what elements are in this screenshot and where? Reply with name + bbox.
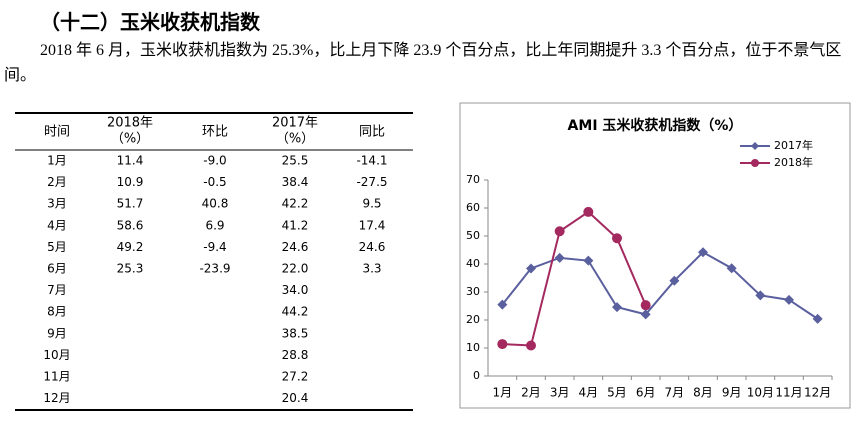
table-header: 环比 xyxy=(202,125,228,140)
x-tick-label: 3月 xyxy=(550,386,570,400)
x-tick-label: 9月 xyxy=(722,386,742,400)
point xyxy=(755,290,766,301)
table-cell: -14.1 xyxy=(356,154,387,168)
point xyxy=(726,263,737,274)
legend-label: 2018年 xyxy=(774,155,813,169)
y-tick-label: 60 xyxy=(466,201,480,214)
point xyxy=(612,302,622,313)
x-tick-label: 1月 xyxy=(493,386,513,400)
legend-marker xyxy=(751,159,759,167)
table-cell: 6.9 xyxy=(205,218,224,232)
table-header: 时间 xyxy=(44,125,70,140)
table-cell: 25.5 xyxy=(282,154,309,168)
table-cell: 7月 xyxy=(47,283,67,297)
table-cell: -23.9 xyxy=(199,262,230,276)
table-cell: 12月 xyxy=(43,391,70,405)
y-tick-label: 30 xyxy=(466,285,480,298)
table-cell: 38.5 xyxy=(282,326,309,340)
table-cell: -27.5 xyxy=(356,175,387,189)
table-cell: -9.0 xyxy=(203,154,226,168)
point xyxy=(526,263,536,274)
point xyxy=(554,252,565,263)
legend-marker xyxy=(751,142,759,150)
x-tick-label: 12月 xyxy=(804,386,831,400)
table-cell: 10月 xyxy=(43,348,70,362)
table-header: （%） xyxy=(111,132,149,147)
point xyxy=(812,313,823,324)
table-cell: 24.6 xyxy=(282,240,309,254)
point xyxy=(583,255,594,266)
table-cell: 1月 xyxy=(47,154,67,168)
x-tick-label: 6月 xyxy=(636,386,656,400)
chart-frame xyxy=(459,102,851,409)
table-cell: 44.2 xyxy=(282,305,309,319)
table-cell: 2月 xyxy=(47,175,67,189)
point xyxy=(583,206,594,217)
table-cell: 20.4 xyxy=(282,391,309,405)
table-header: 2017年 xyxy=(272,116,318,131)
table-cell: -9.4 xyxy=(203,240,226,254)
x-tick-label: 8月 xyxy=(693,386,713,400)
table-cell: 3月 xyxy=(47,197,67,211)
point xyxy=(554,226,565,237)
table-cell: -0.5 xyxy=(203,175,226,189)
table-cell: 51.7 xyxy=(117,197,144,211)
y-tick-label: 50 xyxy=(466,229,480,242)
table-header: （%） xyxy=(276,132,314,147)
point xyxy=(669,275,680,286)
table-cell: 49.2 xyxy=(117,240,144,254)
table-cell: 38.4 xyxy=(282,175,309,189)
table-cell: 25.3 xyxy=(117,262,144,276)
table-cell: 41.2 xyxy=(282,218,309,232)
table-cell: 8月 xyxy=(47,305,67,319)
table-cell: 17.4 xyxy=(359,218,386,232)
table-cell: 4月 xyxy=(47,218,67,232)
y-tick-label: 10 xyxy=(466,341,480,354)
chart-title: AMI 玉米收获机指数（%） xyxy=(568,117,743,134)
table-cell: 11.4 xyxy=(117,154,144,168)
table-cell: 5月 xyxy=(47,240,67,254)
legend-label: 2017年 xyxy=(774,138,813,152)
table-cell: 11月 xyxy=(43,370,70,384)
series-line xyxy=(501,250,819,320)
point xyxy=(698,247,708,258)
x-tick-label: 7月 xyxy=(665,386,685,400)
table-header: 2018年 xyxy=(107,116,153,131)
x-tick-label: 2月 xyxy=(521,386,541,400)
table-cell: 24.6 xyxy=(359,240,386,254)
x-tick-label: 10月 xyxy=(747,386,774,400)
table-cell: 28.8 xyxy=(282,348,309,362)
point xyxy=(497,339,508,350)
table-cell: 22.0 xyxy=(282,262,309,276)
table-cell: 9.5 xyxy=(362,197,381,211)
table-cell: 10.9 xyxy=(117,175,144,189)
table-cell: 3.3 xyxy=(362,262,381,276)
point xyxy=(612,233,622,244)
point xyxy=(640,300,651,311)
table-cell: 42.2 xyxy=(282,197,309,211)
y-tick-label: 0 xyxy=(473,369,480,382)
point xyxy=(497,299,508,310)
x-tick-label: 11月 xyxy=(775,386,802,400)
point xyxy=(640,309,651,320)
x-tick-label: 5月 xyxy=(607,386,627,400)
table-cell: 58.6 xyxy=(117,218,144,232)
table-cell: 9月 xyxy=(47,326,67,340)
point xyxy=(784,294,794,305)
x-tick-label: 4月 xyxy=(579,386,599,400)
table-cell: 34.0 xyxy=(282,283,309,297)
y-tick-label: 20 xyxy=(466,313,480,326)
table-cell: 40.8 xyxy=(202,197,229,211)
table-cell: 27.2 xyxy=(282,370,309,384)
y-tick-label: 40 xyxy=(466,257,480,270)
y-tick-label: 70 xyxy=(466,173,480,186)
point xyxy=(526,340,536,351)
table-header: 同比 xyxy=(359,125,385,140)
table-cell: 6月 xyxy=(47,262,67,276)
paragraph: 2018 年 6 月，玉米收获机指数为 25.3%，比上月下降 23.9 个百分… xyxy=(4,42,842,84)
heading: （十二）玉米收获机指数 xyxy=(40,12,260,34)
